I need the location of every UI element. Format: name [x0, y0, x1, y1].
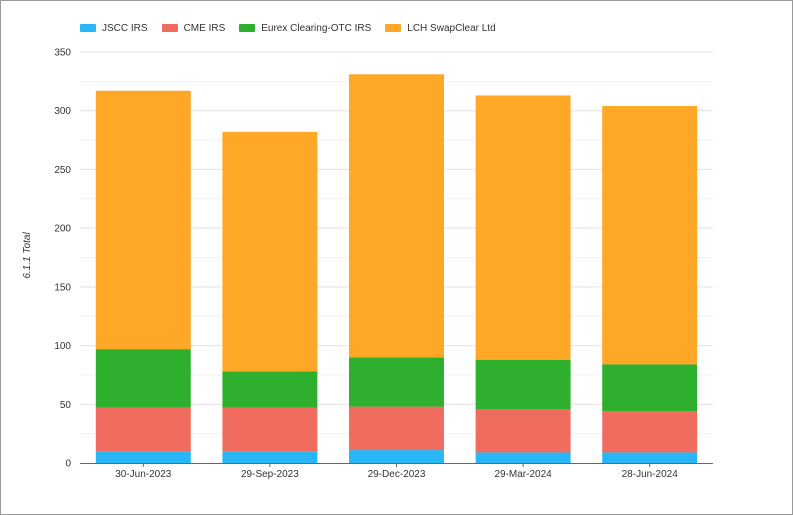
y-tick-label: 0: [65, 459, 71, 470]
chart-legend: JSCC IRS CME IRS Eurex Clearing-OTC IRS …: [80, 20, 496, 36]
bar-segment-cme-irs[interactable]: [222, 407, 318, 452]
bar-segment-cme-irs[interactable]: [602, 411, 698, 453]
legend-label-cme-irs: CME IRS: [183, 22, 226, 34]
bar-segment-cme-irs[interactable]: [475, 408, 571, 453]
bar-segment-lch-swapclear-ltd[interactable]: [349, 74, 444, 358]
x-tick-label: 29-Sep-2023: [241, 469, 299, 480]
legend-swatch-cme-irs: [161, 24, 178, 32]
bar-segment-eurex-clearing-otc-irs[interactable]: [602, 364, 698, 412]
bar-segment-lch-swapclear-ltd[interactable]: [95, 90, 191, 350]
y-tick-label: 300: [54, 106, 71, 117]
legend-item-cme-irs[interactable]: CME IRS: [161, 22, 226, 34]
legend-item-lch-swapclear[interactable]: LCH SwapClear Ltd: [385, 22, 496, 34]
y-tick-label: 150: [54, 282, 71, 293]
legend-swatch-lch-swapclear: [385, 24, 402, 32]
y-axis-ticks: 0 50 100 150 200 250 300 350: [54, 48, 71, 470]
y-tick-label: 50: [60, 400, 72, 411]
bar-segment-lch-swapclear-ltd[interactable]: [602, 106, 698, 365]
bars: [95, 74, 698, 463]
x-tick-label: 30-Jun-2023: [115, 469, 172, 480]
bar-segment-jscc-irs[interactable]: [349, 450, 444, 463]
y-tick-label: 250: [54, 165, 71, 176]
y-tick-label: 200: [54, 224, 71, 235]
legend-swatch-eurex-clearing: [239, 24, 256, 32]
bar-segment-lch-swapclear-ltd[interactable]: [222, 131, 318, 372]
x-tick-label: 28-Jun-2024: [622, 469, 679, 480]
bar-segment-lch-swapclear-ltd[interactable]: [475, 95, 571, 360]
bar-segment-jscc-irs[interactable]: [95, 451, 191, 463]
bar-segment-eurex-clearing-otc-irs[interactable]: [475, 359, 571, 409]
legend-swatch-jscc-irs: [80, 24, 96, 32]
bar-segment-cme-irs[interactable]: [95, 407, 191, 452]
legend-item-jscc-irs[interactable]: JSCC IRS: [80, 23, 148, 34]
bar-segment-jscc-irs[interactable]: [602, 452, 698, 463]
x-tick-label: 29-Mar-2024: [494, 469, 552, 480]
x-tick-label: 29-Dec-2023: [368, 469, 426, 480]
bar-segment-cme-irs[interactable]: [349, 406, 444, 451]
y-tick-label: 100: [54, 341, 71, 352]
bar-segment-eurex-clearing-otc-irs[interactable]: [349, 357, 444, 407]
x-axis: 30-Jun-2023 29-Sep-2023 29-Dec-2023 29-Mar-…: [80, 463, 713, 480]
legend-label-lch-swapclear: LCH SwapClear Ltd: [407, 22, 496, 34]
legend-label-eurex-clearing: Eurex Clearing-OTC IRS: [261, 22, 372, 34]
legend-item-eurex-clearing[interactable]: Eurex Clearing-OTC IRS: [239, 23, 371, 34]
bar-segment-jscc-irs[interactable]: [222, 451, 318, 463]
bar-segment-eurex-clearing-otc-irs[interactable]: [222, 371, 318, 408]
y-axis-label: 6.1.1 Total: [22, 232, 33, 279]
y-tick-label: 350: [54, 48, 71, 59]
bar-segment-eurex-clearing-otc-irs[interactable]: [95, 349, 191, 408]
legend-label-jscc-irs: JSCC IRS: [102, 22, 148, 34]
bar-segment-jscc-irs[interactable]: [475, 452, 571, 463]
